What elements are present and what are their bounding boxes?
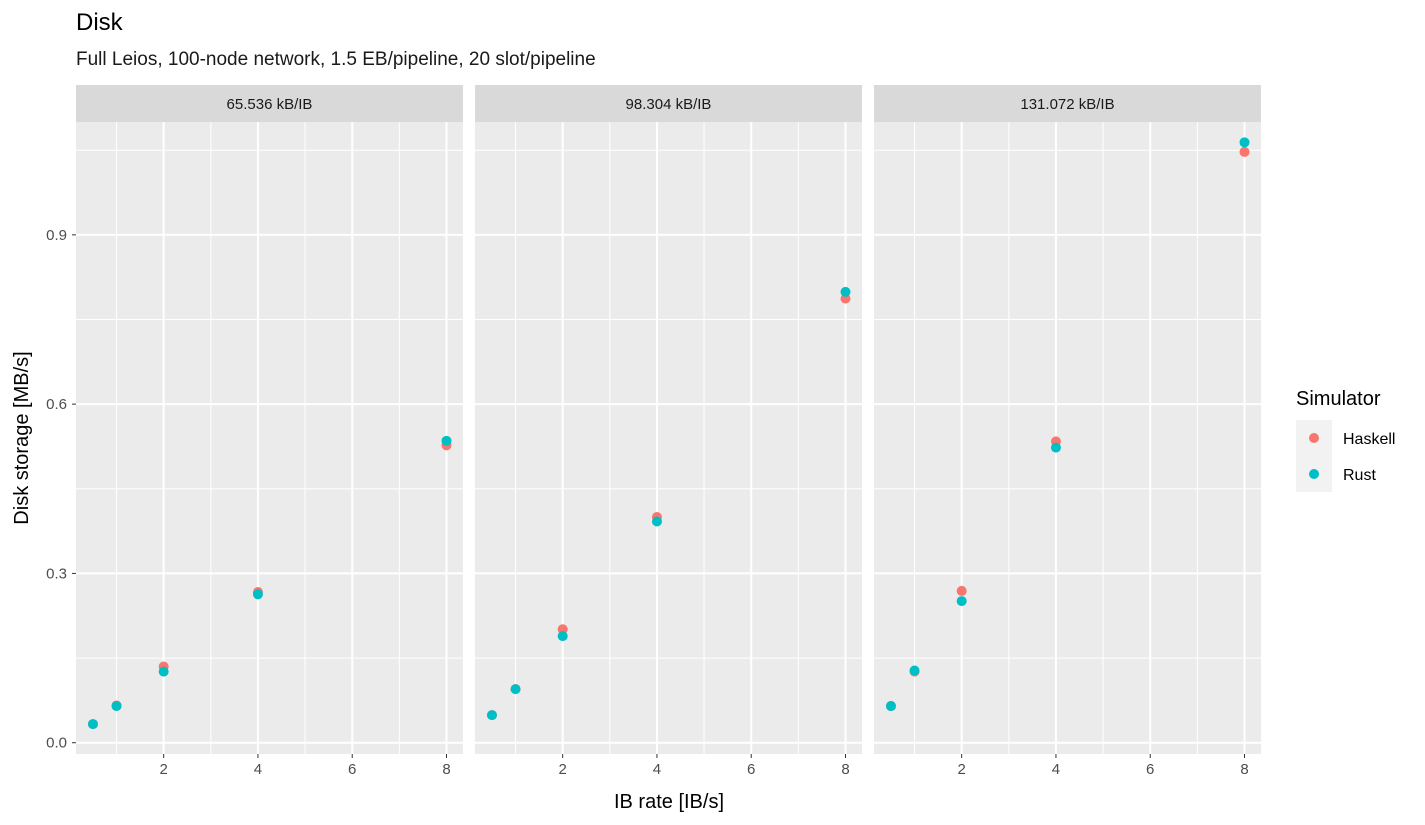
facet-strip bbox=[475, 85, 862, 122]
data-point-rust bbox=[486, 710, 497, 721]
data-point-rust bbox=[840, 286, 851, 297]
data-point-rust bbox=[1239, 137, 1250, 148]
y-tick-label: 0.6 bbox=[46, 396, 67, 413]
facet-panel: 131.072 kB/IB 2 4 6 8 bbox=[874, 85, 1261, 778]
x-tick-label: 4 bbox=[254, 761, 262, 778]
y-tick-label: 0.3 bbox=[46, 565, 67, 582]
facet-panel: 65.536 kB/IB 2 4 6 8 bbox=[76, 85, 463, 778]
x-tick-label: 6 bbox=[747, 761, 755, 778]
data-point-rust bbox=[111, 701, 122, 712]
facet-panels: 65.536 kB/IB2 4 6 898.304 kB/IB2 4 6 8131.072 … bbox=[76, 85, 1261, 778]
facet-strip-label: 131.072 kB/IB bbox=[1020, 96, 1114, 113]
data-point-rust bbox=[956, 596, 967, 607]
x-tick-label: 2 bbox=[559, 761, 567, 778]
data-point-rust bbox=[1050, 442, 1061, 453]
data-point-rust bbox=[252, 589, 263, 600]
legend-key-haskell bbox=[1309, 433, 1319, 443]
data-point-rust bbox=[557, 631, 568, 642]
data-point-haskell bbox=[956, 585, 967, 596]
x-tick-label: 2 bbox=[958, 761, 966, 778]
legend-key-background bbox=[1296, 420, 1332, 492]
y-tick-label: 0.0 bbox=[46, 735, 67, 752]
legend-key-rust bbox=[1309, 469, 1319, 479]
legend-label-rust: Rust bbox=[1343, 467, 1376, 484]
x-tick-label: 8 bbox=[1240, 761, 1248, 778]
data-point-rust bbox=[651, 516, 662, 527]
legend-label-haskell: Haskell bbox=[1343, 431, 1395, 448]
data-point-rust bbox=[885, 701, 896, 712]
legend: Simulator Haskell Rust bbox=[1296, 388, 1395, 492]
x-tick-label: 2 bbox=[160, 761, 168, 778]
x-axis-title: IB rate [IB/s] bbox=[614, 791, 724, 813]
x-tick-label: 8 bbox=[841, 761, 849, 778]
x-tick-label: 6 bbox=[348, 761, 356, 778]
x-tick-label: 8 bbox=[442, 761, 450, 778]
x-tick-label: 4 bbox=[1052, 761, 1060, 778]
y-tick-label: 0.9 bbox=[46, 227, 67, 244]
facet-strip bbox=[874, 85, 1261, 122]
data-point-rust bbox=[158, 666, 169, 677]
data-point-haskell bbox=[1239, 146, 1250, 157]
chart-subtitle: Full Leios, 100-node network, 1.5 EB/pip… bbox=[76, 49, 596, 70]
facet-panel: 98.304 kB/IB 2 4 6 8 bbox=[475, 85, 862, 778]
panel-background bbox=[76, 122, 463, 754]
panel-background bbox=[475, 122, 862, 754]
y-axis: 0.0 0.3 0.6 0.9 bbox=[46, 227, 76, 752]
facet-strip bbox=[76, 85, 463, 122]
y-axis-title: Disk storage [MB/s] bbox=[11, 351, 33, 524]
panel-background bbox=[874, 122, 1261, 754]
chart-title: Disk bbox=[76, 9, 124, 36]
x-tick-label: 4 bbox=[653, 761, 661, 778]
data-point-rust bbox=[909, 665, 920, 676]
legend-title: Simulator bbox=[1296, 388, 1381, 410]
facet-strip-label: 98.304 kB/IB bbox=[626, 96, 712, 113]
facet-strip-label: 65.536 kB/IB bbox=[227, 96, 313, 113]
data-point-rust bbox=[87, 719, 98, 730]
data-point-rust bbox=[441, 435, 452, 446]
x-tick-label: 6 bbox=[1146, 761, 1154, 778]
data-point-rust bbox=[510, 684, 521, 695]
